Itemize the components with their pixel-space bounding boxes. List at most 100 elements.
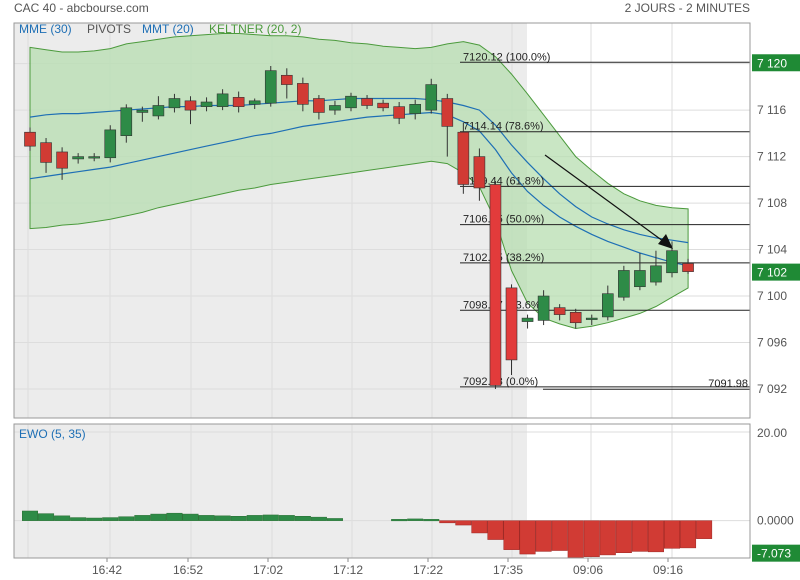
candle-up (666, 250, 678, 274)
price-axis-label: 7 092 (757, 382, 787, 396)
time-axis-label: 17:02 (253, 563, 283, 577)
ewo-bar-negative (439, 520, 456, 524)
candle-down (489, 184, 502, 386)
fibonacci-label: 7106.15 (50.0%) (463, 214, 544, 226)
trend-arrow-head (658, 234, 673, 249)
candle-up (345, 95, 357, 109)
ewo-bar-positive (262, 514, 279, 521)
time-axis-label: 17:22 (413, 563, 443, 577)
fibonacci-label: 7120.12 (100.0%) (463, 51, 550, 63)
chart-title: CAC 40 - abcbourse.com (14, 1, 149, 15)
candle-up (200, 101, 213, 107)
ewo-bar-negative (567, 520, 584, 558)
ewo-bar-negative (519, 520, 536, 555)
chart-period: 2 JOURS - 2 MINUTES (624, 1, 750, 15)
candle-down (297, 83, 309, 105)
fibonacci-label: 7098.77 (23.6%) (463, 299, 544, 311)
trend-arrow-line (544, 154, 668, 245)
candle-up (537, 295, 550, 321)
candle-up (152, 105, 165, 117)
fibonacci-label: 7102.85 (38.2%) (463, 252, 544, 264)
candle-up (136, 109, 149, 113)
ewo-bar-positive (166, 512, 183, 521)
candle-down (569, 311, 582, 324)
ewo-last-text: -7.073 (757, 547, 791, 561)
candle-down (377, 102, 389, 109)
candle-down (280, 74, 293, 85)
candle-up (329, 105, 341, 111)
price-axis-label: 7 108 (757, 196, 787, 210)
price-axis-label: 7 112 (757, 150, 786, 164)
time-axis-label: 16:52 (173, 563, 203, 577)
candle-up (618, 270, 630, 298)
candle-down (682, 263, 694, 272)
candle-up (168, 98, 181, 109)
high-price-badge (752, 54, 800, 72)
ewo-bar-positive (182, 513, 199, 521)
time-axis-label: 09:16 (653, 563, 683, 577)
ewo-bar-negative (599, 520, 616, 556)
ewo-title: EWO (5, 35) (19, 427, 86, 441)
ewo-bar-negative (487, 520, 504, 540)
ewo-bar-positive (310, 516, 327, 521)
prev-session-shade-ewo (14, 424, 527, 558)
candle-up (248, 100, 261, 105)
ewo-bar-positive (198, 515, 215, 521)
ewo-bar-negative (583, 520, 600, 557)
candle-down (441, 98, 454, 127)
ewo-bar-positive (102, 517, 119, 521)
candle-up (264, 70, 277, 104)
ewo-bar-negative (631, 520, 648, 552)
ewo-bar-positive (278, 515, 295, 521)
ewo-bar-positive (391, 519, 408, 522)
mmt-line (29, 111, 689, 267)
ewo-bar-negative (615, 520, 632, 553)
candle-down (473, 156, 486, 189)
ewo-panel-border (13, 423, 751, 559)
ewo-bar-positive (423, 519, 440, 522)
ewo-bar-positive (246, 515, 263, 521)
ewo-bar-positive (407, 518, 424, 521)
legend-item: MMT (20) (142, 22, 194, 36)
time-axis-label: 17:35 (493, 563, 523, 577)
candle-up (521, 317, 534, 322)
high-price-text: 7 120 (757, 56, 787, 70)
time-axis-label: 17:12 (333, 563, 363, 577)
candle-down (56, 151, 68, 169)
candle-down (40, 142, 52, 163)
ewo-bar-negative (535, 520, 552, 552)
ewo-axis-label: 20.00 (757, 426, 787, 440)
ewo-bar-positive (86, 517, 103, 521)
last-price-badge (752, 263, 800, 281)
legend-item: MME (30) (19, 22, 72, 36)
legend-item: KELTNER (20, 2) (209, 22, 301, 36)
candle-up (72, 156, 84, 160)
candle-up (601, 293, 614, 318)
ewo-bar-negative (664, 520, 680, 549)
candle-down (457, 131, 470, 185)
candle-down (553, 307, 566, 315)
ewo-bar-positive (118, 516, 135, 521)
ewo-axis-label: 0.0000 (757, 514, 794, 528)
candle-up (120, 107, 133, 136)
candle-up (634, 270, 646, 288)
price-axis-label: 7 100 (757, 289, 787, 303)
candle-down (24, 131, 36, 147)
legend-item: PIVOTS (87, 22, 131, 36)
time-axis-label: 09:06 (573, 563, 603, 577)
ewo-bar-positive (230, 516, 247, 521)
candle-down (313, 98, 325, 113)
ewo-bar-positive (70, 517, 87, 521)
candle-down (505, 287, 518, 361)
ewo-bar-positive (294, 516, 311, 521)
ewo-last-badge (752, 544, 800, 562)
ewo-bar-positive (38, 513, 55, 521)
candle-up (585, 317, 598, 320)
candle-down (232, 97, 245, 107)
candle-up (425, 84, 438, 111)
candle-up (104, 129, 117, 159)
low-marker-label: 7091.98 (708, 378, 748, 390)
ewo-bar-positive (326, 518, 343, 521)
candle-up (88, 156, 100, 159)
candle-down (393, 106, 405, 119)
